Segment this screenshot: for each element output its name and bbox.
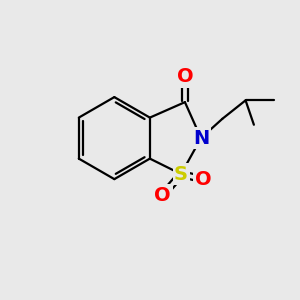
Text: O: O — [154, 186, 171, 205]
Text: S: S — [174, 165, 188, 184]
Text: N: N — [193, 129, 209, 148]
Text: O: O — [195, 170, 212, 189]
Text: O: O — [177, 68, 193, 86]
